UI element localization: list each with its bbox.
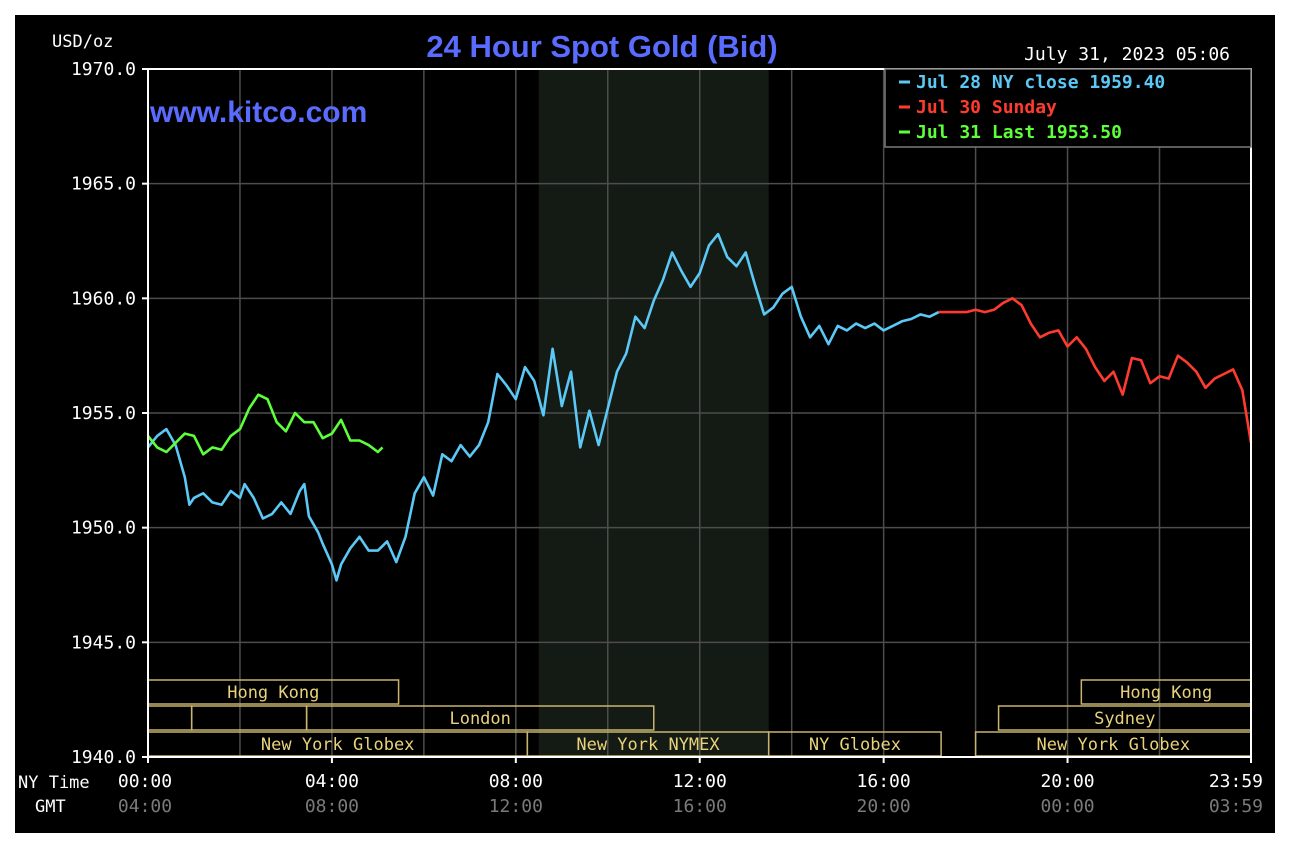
x-tick-label-gmt: 04:00 — [118, 796, 172, 817]
session-london: London — [305, 705, 655, 731]
x-tick-label-ny: 08:00 — [489, 771, 543, 792]
timestamp: July 31, 2023 05:06 — [1024, 44, 1230, 65]
y-tick-label: 1950.0 — [71, 518, 136, 539]
x-tick-label-gmt: 12:00 — [489, 796, 543, 817]
unit-label: USD/oz — [52, 32, 113, 52]
session-label: NY Globex — [809, 735, 901, 755]
x-tick-label-gmt: 03:59 — [1209, 796, 1263, 817]
watermark: www.kitco.com — [149, 96, 367, 129]
y-tick-label: 1955.0 — [71, 403, 136, 424]
y-tick-label: 1945.0 — [71, 632, 136, 653]
session-label: Hong Kong — [227, 683, 319, 703]
x-tick-label-gmt: 00:00 — [1040, 796, 1094, 817]
chart-title: 24 Hour Spot Gold (Bid) — [426, 29, 777, 64]
session-label: New York NYMEX — [576, 735, 720, 755]
session-label: Sydney — [1094, 709, 1155, 729]
axes: 1940.0 1945.0 1950.0 1955.0 1960.0 1965.0 1970… — [71, 59, 1263, 817]
legend-item-jul30: Jul 30 Sunday — [899, 97, 1057, 118]
session-label: London — [449, 709, 510, 729]
x-tick-label-ny: 00:00 — [118, 771, 172, 792]
legend-label: Jul 31 Last 1953.50 — [916, 122, 1122, 143]
x-tick-label-ny: 04:00 — [305, 771, 359, 792]
x-tick-label-gmt: 20:00 — [857, 796, 911, 817]
y-tick-label: 1960.0 — [71, 288, 136, 309]
series-line-jul28 — [146, 232, 940, 582]
x-tick-label-ny: 20:00 — [1040, 771, 1094, 792]
session-label: New York Globex — [261, 735, 415, 755]
y-tick-label: 1965.0 — [71, 174, 136, 195]
legend-box — [884, 68, 1252, 148]
legend-label: Jul 30 Sunday — [916, 97, 1057, 118]
y-tick-label: 1970.0 — [71, 59, 136, 80]
legend-item-jul28: Jul 28 NY close 1959.40 — [899, 72, 1165, 93]
gmt-label: GMT — [35, 797, 66, 817]
x-tick-label-ny: 12:00 — [673, 771, 727, 792]
legend: Jul 28 NY close 1959.40 Jul 30 Sunday Ju… — [884, 68, 1252, 148]
y-tick-label: 1940.0 — [71, 747, 136, 768]
session-label: Hong Kong — [1120, 683, 1212, 703]
session-bar — [305, 705, 655, 731]
x-tick-label-gmt: 08:00 — [305, 796, 359, 817]
ny-time-label: NY Time — [18, 773, 90, 793]
legend-item-jul31: Jul 31 Last 1953.50 — [899, 122, 1122, 143]
legend-label: Jul 28 NY close 1959.40 — [916, 72, 1165, 93]
x-tick-label-ny: 16:00 — [857, 771, 911, 792]
grid-layer — [148, 68, 1251, 758]
x-tick-label-gmt: 16:00 — [673, 796, 727, 817]
series-line-jul31 — [146, 393, 384, 456]
session-label: New York Globex — [1037, 735, 1191, 755]
x-tick-label-ny: 23:59 — [1209, 771, 1263, 792]
price-series — [146, 232, 1253, 582]
series-line-jul30 — [938, 296, 1253, 444]
